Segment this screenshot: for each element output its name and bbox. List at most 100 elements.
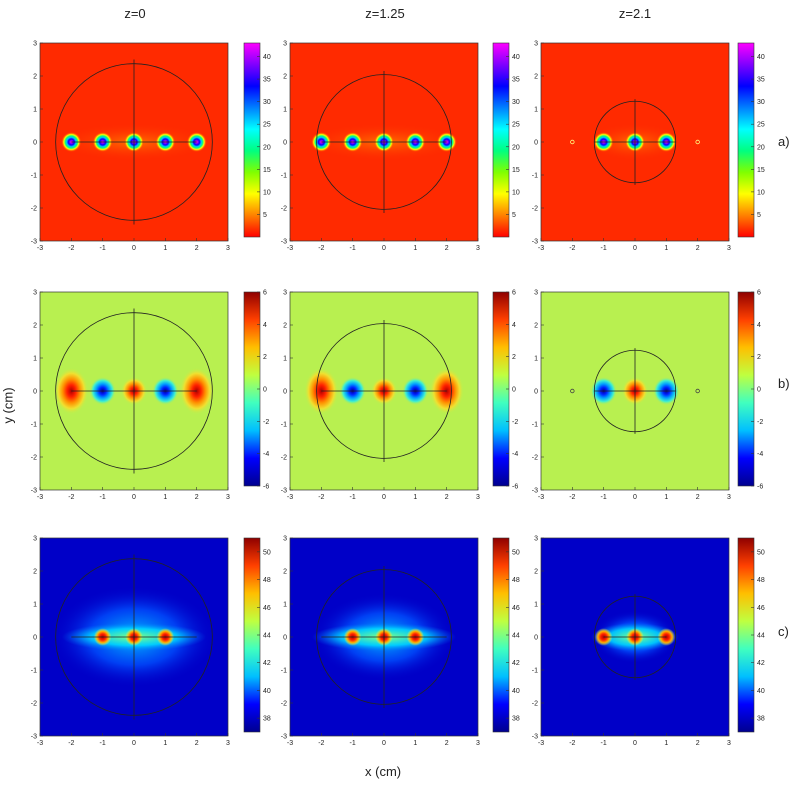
x-tick-label: -3 <box>287 740 293 747</box>
y-tick-label: -3 <box>31 734 37 741</box>
y-tick-label: -1 <box>31 422 37 429</box>
colorbar-tick-label: 42 <box>512 660 520 667</box>
colorbar-tick-label: 30 <box>512 99 520 106</box>
colorbar-tick-label: 2 <box>512 354 516 361</box>
colorbar-tick-label: -4 <box>263 451 269 458</box>
y-tick-label: 1 <box>534 356 538 363</box>
column-title-3: z=2.1 <box>618 6 652 21</box>
y-tick-label: -2 <box>31 455 37 462</box>
x-tick-label: -1 <box>350 740 356 747</box>
x-tick-label: 1 <box>163 494 167 501</box>
x-tick-label: 2 <box>195 245 199 252</box>
colorbar-tick-label: -4 <box>757 451 763 458</box>
x-tick-label: -2 <box>569 245 575 252</box>
x-tick-label: -1 <box>350 245 356 252</box>
colorbar-tick-label: 50 <box>263 549 271 556</box>
y-tick-label: 2 <box>534 74 538 81</box>
colorbar-tick-label: 0 <box>757 387 761 394</box>
x-tick-label: -2 <box>318 245 324 252</box>
y-tick-label: -1 <box>532 173 538 180</box>
colorbar-tick-label: 10 <box>263 189 271 196</box>
colorbar <box>737 42 755 238</box>
y-tick-label: 2 <box>283 323 287 330</box>
x-tick-label: 2 <box>445 245 449 252</box>
y-tick-label: -2 <box>281 701 287 708</box>
colorbar-tick-label: 10 <box>757 189 765 196</box>
y-tick-label: 1 <box>33 107 37 114</box>
y-tick-label: 2 <box>534 323 538 330</box>
colorbar <box>492 42 510 238</box>
x-tick-label: -2 <box>68 740 74 747</box>
column-title-2: z=1.25 <box>365 6 405 21</box>
colorbar-tick-label: 46 <box>512 605 520 612</box>
y-tick-label: 3 <box>283 41 287 48</box>
y-tick-label: 3 <box>534 536 538 543</box>
x-tick-label: -3 <box>37 740 43 747</box>
x-tick-label: 0 <box>382 494 386 501</box>
colorbar-tick-label: 30 <box>757 99 765 106</box>
y-tick-label: 0 <box>33 635 37 642</box>
colorbar-tick-label: 38 <box>263 716 271 723</box>
colorbar-tick-label: -6 <box>757 484 763 491</box>
y-tick-label: 2 <box>33 74 37 81</box>
x-tick-label: -1 <box>100 740 106 747</box>
heatmap-panel: -3 -2 -1 0 1 2 3 -3 -2 -1 0 1 2 3 -6 -4 -2 0 2 4 6 <box>31 290 270 502</box>
x-tick-label: -2 <box>569 494 575 501</box>
y-tick-label: -3 <box>281 239 287 246</box>
y-tick-label: 1 <box>534 602 538 609</box>
y-tick-label: -1 <box>532 668 538 675</box>
colorbar-tick-label: -2 <box>757 419 763 426</box>
colorbar-tick-label: 50 <box>512 549 520 556</box>
x-tick-label: 2 <box>195 740 199 747</box>
hot-spot <box>657 628 676 646</box>
x-tick-label: 0 <box>633 740 637 747</box>
colorbar-tick-label: 4 <box>757 322 761 329</box>
heatmap-panel: -3 -2 -1 0 1 2 3 -3 -2 -1 0 1 2 3 38 40 42 44 46 48 50 <box>31 536 271 748</box>
y-tick-label: 3 <box>283 290 287 297</box>
x-tick-label: 0 <box>382 740 386 747</box>
y-tick-label: 0 <box>534 635 538 642</box>
x-tick-label: 2 <box>445 494 449 501</box>
y-tick-label: -1 <box>281 668 287 675</box>
colorbar-tick-label: 38 <box>512 716 520 723</box>
x-tick-label: -2 <box>318 740 324 747</box>
y-tick-label: 0 <box>534 140 538 147</box>
x-tick-label: -1 <box>601 245 607 252</box>
y-tick-label: -1 <box>31 173 37 180</box>
row-label-c: c) <box>778 624 789 639</box>
x-tick-label: -3 <box>538 740 544 747</box>
y-tick-label: 3 <box>33 290 37 297</box>
x-tick-label: 0 <box>382 245 386 252</box>
y-tick-label: 1 <box>534 107 538 114</box>
x-tick-label: -2 <box>569 740 575 747</box>
colorbar-tick-label: 35 <box>263 77 271 84</box>
colorbar-tick-label: 48 <box>263 577 271 584</box>
x-tick-label: -1 <box>350 494 356 501</box>
colorbar-tick-label: 30 <box>263 99 271 106</box>
colorbar-tick-label: -6 <box>512 484 518 491</box>
colorbar-tick-label: 25 <box>512 122 520 129</box>
y-tick-label: 0 <box>534 389 538 396</box>
y-tick-label: -1 <box>281 173 287 180</box>
colorbar-tick-label: -2 <box>263 419 269 426</box>
y-tick-label: 1 <box>283 602 287 609</box>
x-tick-label: -3 <box>37 245 43 252</box>
y-tick-label: -1 <box>281 422 287 429</box>
colorbar-tick-label: 38 <box>757 716 765 723</box>
colorbar-tick-label: 40 <box>512 54 520 61</box>
x-tick-label: 2 <box>445 740 449 747</box>
x-tick-label: 3 <box>226 740 230 747</box>
y-tick-label: 3 <box>283 536 287 543</box>
x-tick-label: 3 <box>476 245 480 252</box>
y-tick-label: -2 <box>532 206 538 213</box>
x-tick-label: -2 <box>68 494 74 501</box>
heatmap-panel: -3 -2 -1 0 1 2 3 -3 -2 -1 0 1 2 3 38 40 42 44 46 48 50 <box>532 536 765 748</box>
y-tick-label: 3 <box>33 41 37 48</box>
heatmap-panel: -3 -2 -1 0 1 2 3 -3 -2 -1 0 1 2 3 -6 -4 -2 0 2 4 6 <box>532 290 764 502</box>
colorbar-tick-label: 50 <box>757 549 765 556</box>
row-label-b: b) <box>778 376 790 391</box>
y-tick-label: -1 <box>31 668 37 675</box>
colorbar-tick-label: 40 <box>263 688 271 695</box>
